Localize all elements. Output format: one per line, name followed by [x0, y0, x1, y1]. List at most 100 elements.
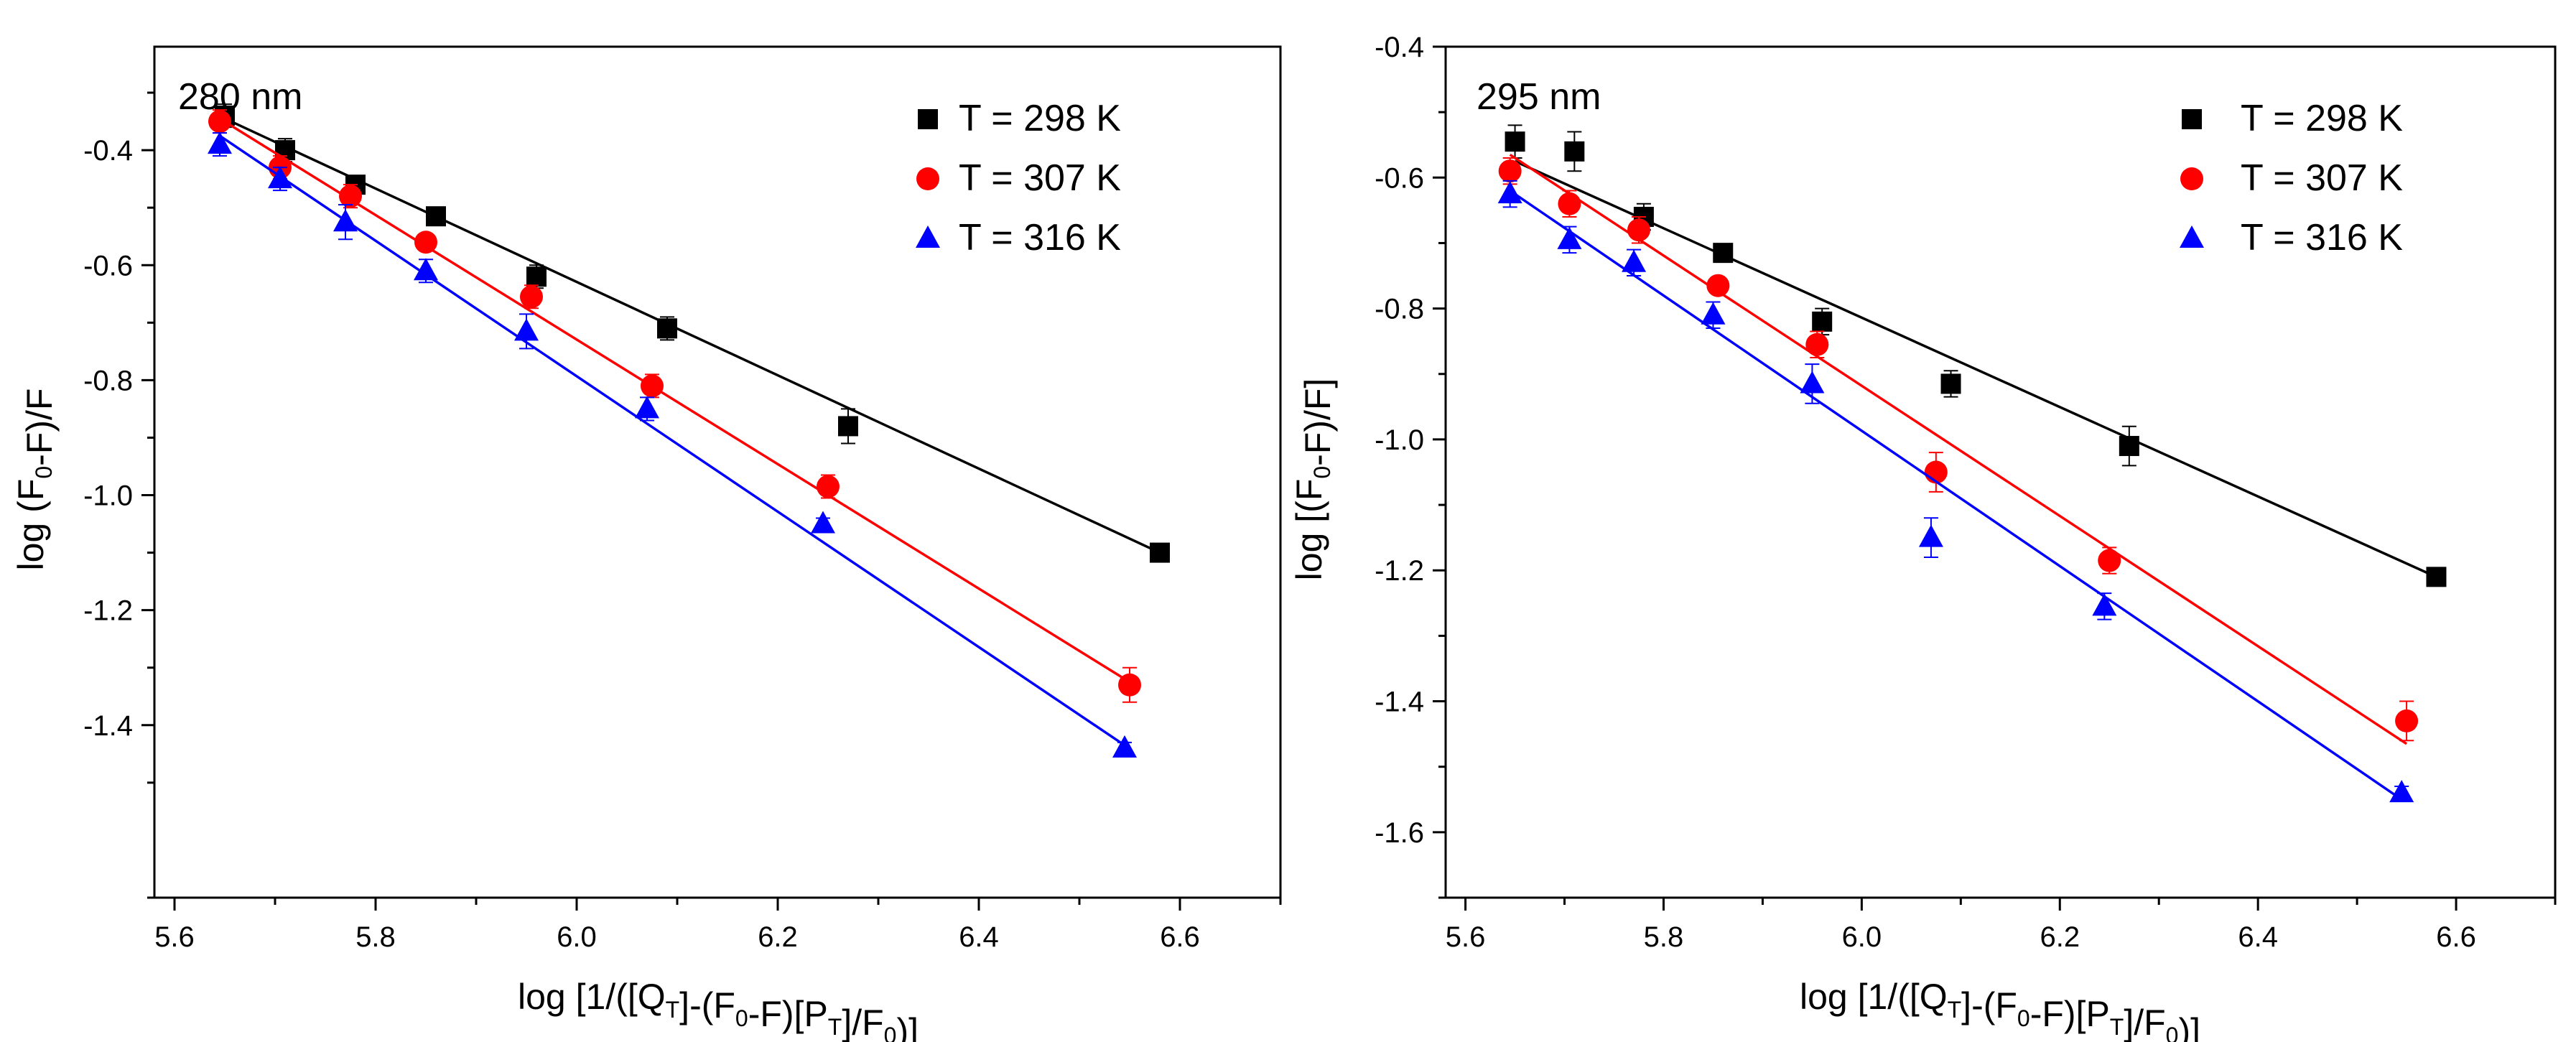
data-point: [333, 209, 358, 232]
legend-label: T = 298 K: [2241, 98, 2403, 139]
data-point: [1498, 159, 1522, 183]
legend-entry: T = 307 K: [916, 157, 1121, 199]
data-point: [208, 110, 231, 134]
x-tick-label: 6.0: [1842, 921, 1882, 953]
data-point: [2092, 593, 2117, 616]
x-axis-title: log [1/([QT]-(F0-F)[PT]/F0)]: [1800, 977, 2200, 1042]
legend-marker: [916, 167, 939, 190]
x-tick-label: 6.4: [2238, 921, 2278, 953]
data-point: [2098, 549, 2121, 572]
legend-marker: [916, 225, 940, 248]
data-point: [1701, 302, 1726, 325]
legend-label: T = 307 K: [2241, 157, 2403, 199]
data-point: [1564, 141, 1585, 162]
panel-label: 295 nm: [1477, 76, 1601, 118]
y-tick-label: -1.4: [1375, 687, 1424, 718]
data-point: [1706, 274, 1730, 297]
data-point: [1497, 181, 1522, 204]
y-tick-label: -1.4: [83, 710, 133, 742]
y-tick-label: -0.6: [83, 250, 133, 282]
legend-marker: [2180, 167, 2203, 190]
data-point: [1627, 218, 1650, 242]
data-point: [1940, 373, 1961, 394]
x-tick-label: 6.0: [557, 921, 597, 953]
x-tick-label: 5.6: [1446, 921, 1486, 953]
y-tick-label: -1.2: [83, 595, 133, 627]
data-point: [520, 285, 543, 309]
x-tick-label: 6.2: [758, 921, 798, 953]
x-tick-label: 5.8: [1644, 921, 1684, 953]
y-tick-label: -1.0: [1375, 424, 1424, 456]
legend-entry: T = 316 K: [2180, 217, 2403, 259]
data-point: [268, 166, 292, 189]
data-point: [1812, 311, 1833, 332]
data-point: [635, 396, 659, 419]
data-point: [1558, 192, 1581, 215]
data-point: [817, 475, 840, 498]
data-point: [641, 374, 664, 398]
fit-line: [224, 117, 1161, 554]
legend-marker: [2182, 109, 2202, 129]
y-tick-label: -0.8: [83, 365, 133, 396]
chart-panel-280nm: 5.6 5.8 6.0 6.2 6.4 6.6 -0.4 -0.6 -0.8 -1.0 -1.2 -1…: [11, 45, 1282, 1042]
y-tick-label: -0.4: [83, 135, 133, 167]
data-point: [1557, 226, 1582, 249]
data-point: [1622, 249, 1647, 272]
data-point: [2426, 567, 2447, 587]
data-point: [526, 266, 547, 287]
x-tick-label: 6.6: [2436, 921, 2476, 953]
x-tick-label: 6.4: [959, 921, 999, 953]
y-tick-label: -0.4: [1375, 32, 1424, 63]
x-tick-label: 5.8: [355, 921, 396, 953]
x-tick-label: 5.6: [154, 921, 195, 953]
data-point: [657, 318, 677, 339]
y-tick-label: -0.8: [1375, 294, 1424, 325]
fit-line: [219, 134, 1125, 747]
series-triangle: [1497, 180, 2414, 803]
chart-panel-295nm: 5.6 5.8 6.0 6.2 6.4 6.6 -0.4 -0.6 -0.8 -1.0 -1.2 -1…: [1289, 32, 2557, 1042]
y-tick-label: -1.2: [1375, 555, 1424, 587]
data-point: [2119, 436, 2139, 457]
data-point: [1505, 131, 1525, 152]
data-point: [1918, 524, 1943, 547]
series-circle: [1498, 153, 2419, 745]
y-tick-label: -1.6: [1375, 817, 1424, 849]
y-tick-label: -0.6: [1375, 162, 1424, 194]
data-point: [1150, 542, 1170, 563]
data-point: [1800, 371, 1825, 394]
fit-line: [1509, 153, 2408, 745]
fit-line: [219, 117, 1130, 684]
legend-entry: T = 298 K: [2182, 98, 2403, 139]
legend-marker: [918, 109, 938, 129]
data-point: [514, 318, 539, 341]
series-square: [1505, 124, 2447, 587]
y-axis-title: log (F0-F)/F: [11, 389, 60, 571]
plot-frame: [1444, 45, 2557, 899]
x-tick-label: 6.6: [1160, 921, 1200, 953]
data-point: [2389, 780, 2414, 803]
fit-line: [1509, 190, 2403, 801]
data-point: [2395, 709, 2419, 732]
x-tick-label: 6.2: [2040, 921, 2080, 953]
data-point: [1805, 332, 1829, 356]
data-point: [1118, 673, 1141, 697]
y-axis-title: log [(F0-F)/F]: [1289, 378, 1338, 581]
data-point: [426, 206, 446, 227]
data-point: [414, 231, 437, 254]
legend-entry: T = 316 K: [916, 217, 1121, 259]
plot-frame: [153, 45, 1282, 899]
data-point: [838, 416, 858, 437]
legend-label: T = 316 K: [959, 217, 1121, 259]
data-point: [339, 185, 362, 208]
series-triangle: [208, 131, 1137, 758]
panel-label: 280 nm: [178, 76, 302, 118]
legend-entry: T = 298 K: [918, 98, 1121, 139]
legend-label: T = 316 K: [2241, 217, 2403, 259]
legend-marker: [2180, 225, 2204, 248]
data-point: [208, 131, 232, 154]
legend-label: T = 307 K: [959, 157, 1121, 199]
data-point: [414, 258, 438, 281]
fit-line: [1514, 159, 2437, 578]
y-tick-label: -1.0: [83, 480, 133, 512]
